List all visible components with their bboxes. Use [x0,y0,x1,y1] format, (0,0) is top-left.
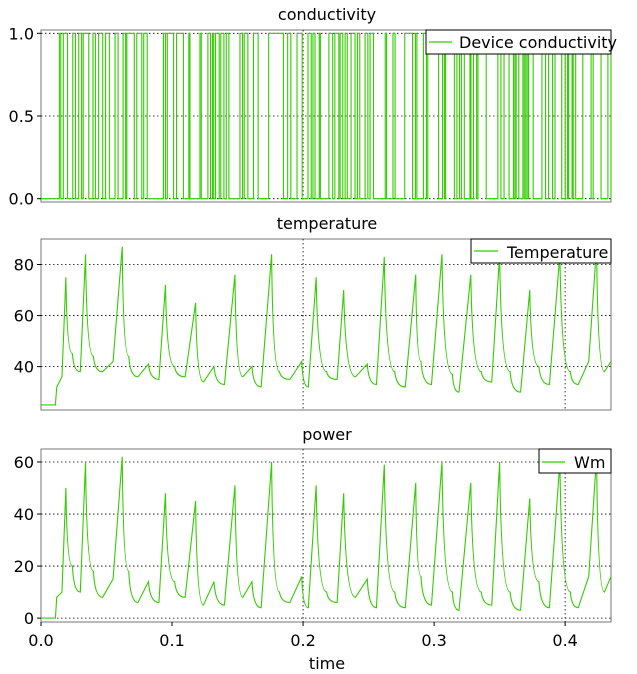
x-tick-label: 0.2 [290,631,315,650]
y-tick-label: 60 [14,453,34,472]
panel-temperature: temperature 40 60 80 Temperature [14,214,612,411]
panel-conductivity: conductivity 0.0 0.5 1.0 Device conductivi… [9,5,617,209]
y-tick-label: 60 [14,307,34,326]
panel-power-frame [40,448,612,623]
conductivity-series [41,32,612,200]
panel-power: power 0 20 40 60 0.0 0.1 0.2 0.3 0.4 Wm time [14,425,612,673]
x-axis-label: time [309,654,345,673]
panel-temperature-title: temperature [277,214,378,233]
series-line-device-conductivity [41,32,612,200]
y-tick-label: 0.5 [9,107,34,126]
legend-temperature: Temperature [470,238,612,264]
x-tick-label: 0.0 [28,631,53,650]
panel-conductivity-title: conductivity [278,5,376,24]
series-line-wm [40,456,612,619]
legend-temperature-label: Temperature [506,243,608,262]
x-tick-label: 0.1 [159,631,184,650]
x-tick-label: 0.3 [421,631,446,650]
legend-conductivity-label: Device conductivity [459,33,617,52]
x-tick-label: 0.4 [552,631,577,650]
y-tick-label: 0.0 [9,190,34,209]
panel-temperature-frame [40,238,612,411]
y-tick-label: 20 [14,557,34,576]
y-tick-label: 0 [24,609,34,628]
power-series [40,456,612,619]
legend-power: Wm [538,448,612,474]
temperature-series [40,246,612,406]
y-tick-label: 40 [14,505,34,524]
y-tick-label: 80 [14,256,34,275]
panel-power-title: power [302,425,352,444]
y-tick-label: 1.0 [9,24,34,43]
legend-power-label: Wm [574,453,605,472]
series-line-temperature [40,246,612,406]
y-tick-label: 40 [14,358,34,377]
legend-conductivity: Device conductivity [425,29,617,55]
